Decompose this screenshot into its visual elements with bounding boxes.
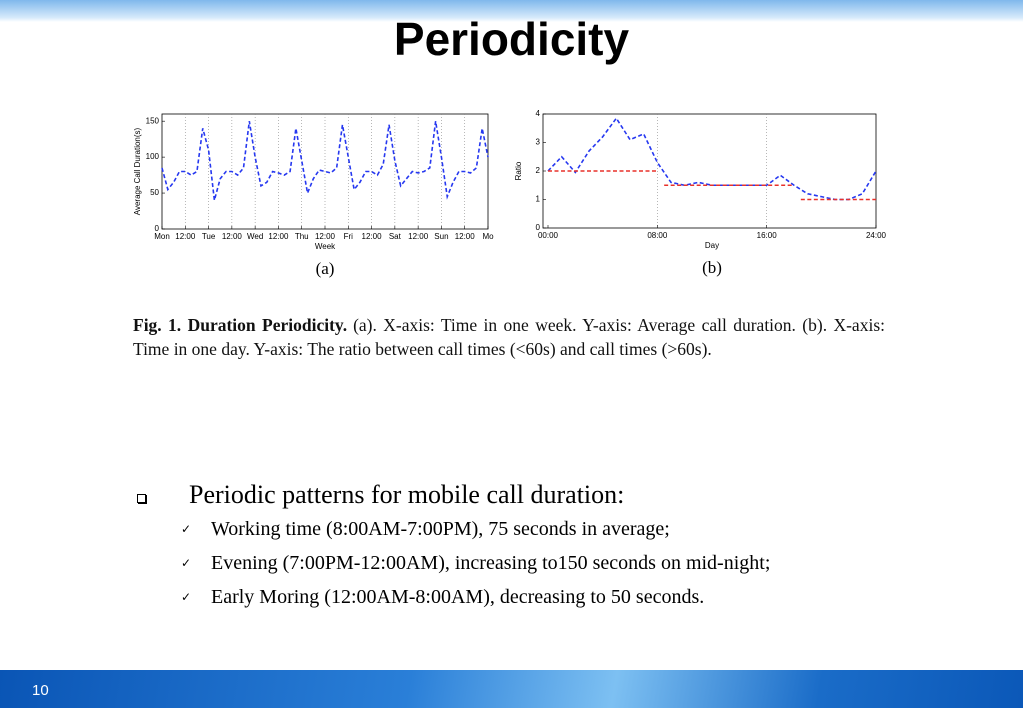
y-tick-label: 1 bbox=[536, 195, 541, 204]
x-axis-label: Week bbox=[315, 242, 336, 251]
panel-label: (b) bbox=[702, 258, 722, 277]
sub-bullets: Working time (8:00AM-7:00PM), 75 seconds… bbox=[133, 512, 933, 614]
page-number: 10 bbox=[32, 682, 49, 699]
x-tick-label: 12:00 bbox=[175, 232, 196, 241]
x-tick-label: 12:00 bbox=[315, 232, 336, 241]
x-tick-label: 12:00 bbox=[222, 232, 243, 241]
y-axis-label: Average Call Duration(s) bbox=[133, 127, 142, 215]
x-tick-label: 12:00 bbox=[268, 232, 289, 241]
x-tick-label: 24:00 bbox=[866, 231, 887, 240]
sub-bullet: Early Moring (12:00AM-8:00AM), decreasin… bbox=[133, 580, 933, 614]
x-tick-label: 08:00 bbox=[647, 231, 668, 240]
y-tick-label: 0 bbox=[536, 223, 541, 232]
bottom-banner bbox=[0, 670, 1023, 708]
y-tick-label: 50 bbox=[150, 188, 159, 197]
x-tick-label: Thu bbox=[295, 232, 309, 241]
x-tick-label: 12:00 bbox=[455, 232, 476, 241]
data-line bbox=[547, 116, 877, 201]
x-tick-label: 00:00 bbox=[538, 231, 559, 240]
panel-label: (a) bbox=[316, 259, 335, 278]
x-tick-label: 12:00 bbox=[362, 232, 383, 241]
y-tick-label: 0 bbox=[155, 224, 160, 233]
x-axis-label: Day bbox=[705, 241, 719, 250]
sub-bullet: Working time (8:00AM-7:00PM), 75 seconds… bbox=[133, 512, 933, 546]
bullet-list: Periodic patterns for mobile call durati… bbox=[133, 478, 933, 614]
figure-caption: Fig. 1. Duration Periodicity. (a). X-axis… bbox=[133, 313, 885, 361]
x-tick-label: Wed bbox=[247, 232, 263, 241]
y-tick-label: 100 bbox=[146, 152, 160, 161]
caption-label: Fig. 1. Duration Periodicity. bbox=[133, 315, 348, 335]
data-line bbox=[161, 121, 489, 201]
sub-bullet: Evening (7:00PM-12:00AM), increasing to1… bbox=[133, 546, 933, 580]
x-tick-label: Sat bbox=[389, 232, 402, 241]
x-tick-label: Mo bbox=[482, 232, 494, 241]
x-tick-label: Sun bbox=[434, 232, 448, 241]
y-tick-label: 150 bbox=[146, 116, 160, 125]
x-tick-label: Mon bbox=[154, 232, 170, 241]
y-tick-label: 3 bbox=[536, 138, 541, 147]
figure: 0 50 100 150 Mon 12:00 Tue 12:00 Wed 12:00 Thu 12:0… bbox=[133, 109, 887, 278]
y-tick-label: 2 bbox=[536, 166, 541, 175]
y-axis-label: Ratio bbox=[514, 161, 523, 180]
x-tick-label: 12:00 bbox=[408, 232, 429, 241]
caption-text: (a). X-axis: Time in one week. Y-axis: A… bbox=[133, 315, 885, 359]
x-tick-label: 16:00 bbox=[757, 231, 778, 240]
x-tick-label: Tue bbox=[202, 232, 216, 241]
y-tick-label: 4 bbox=[536, 109, 541, 118]
slide-title: Periodicity bbox=[393, 13, 630, 65]
bullet: Periodic patterns for mobile call durati… bbox=[133, 478, 933, 512]
top-banner bbox=[0, 0, 1023, 22]
x-tick-label: Fri bbox=[344, 232, 354, 241]
plot-frame bbox=[542, 113, 877, 229]
